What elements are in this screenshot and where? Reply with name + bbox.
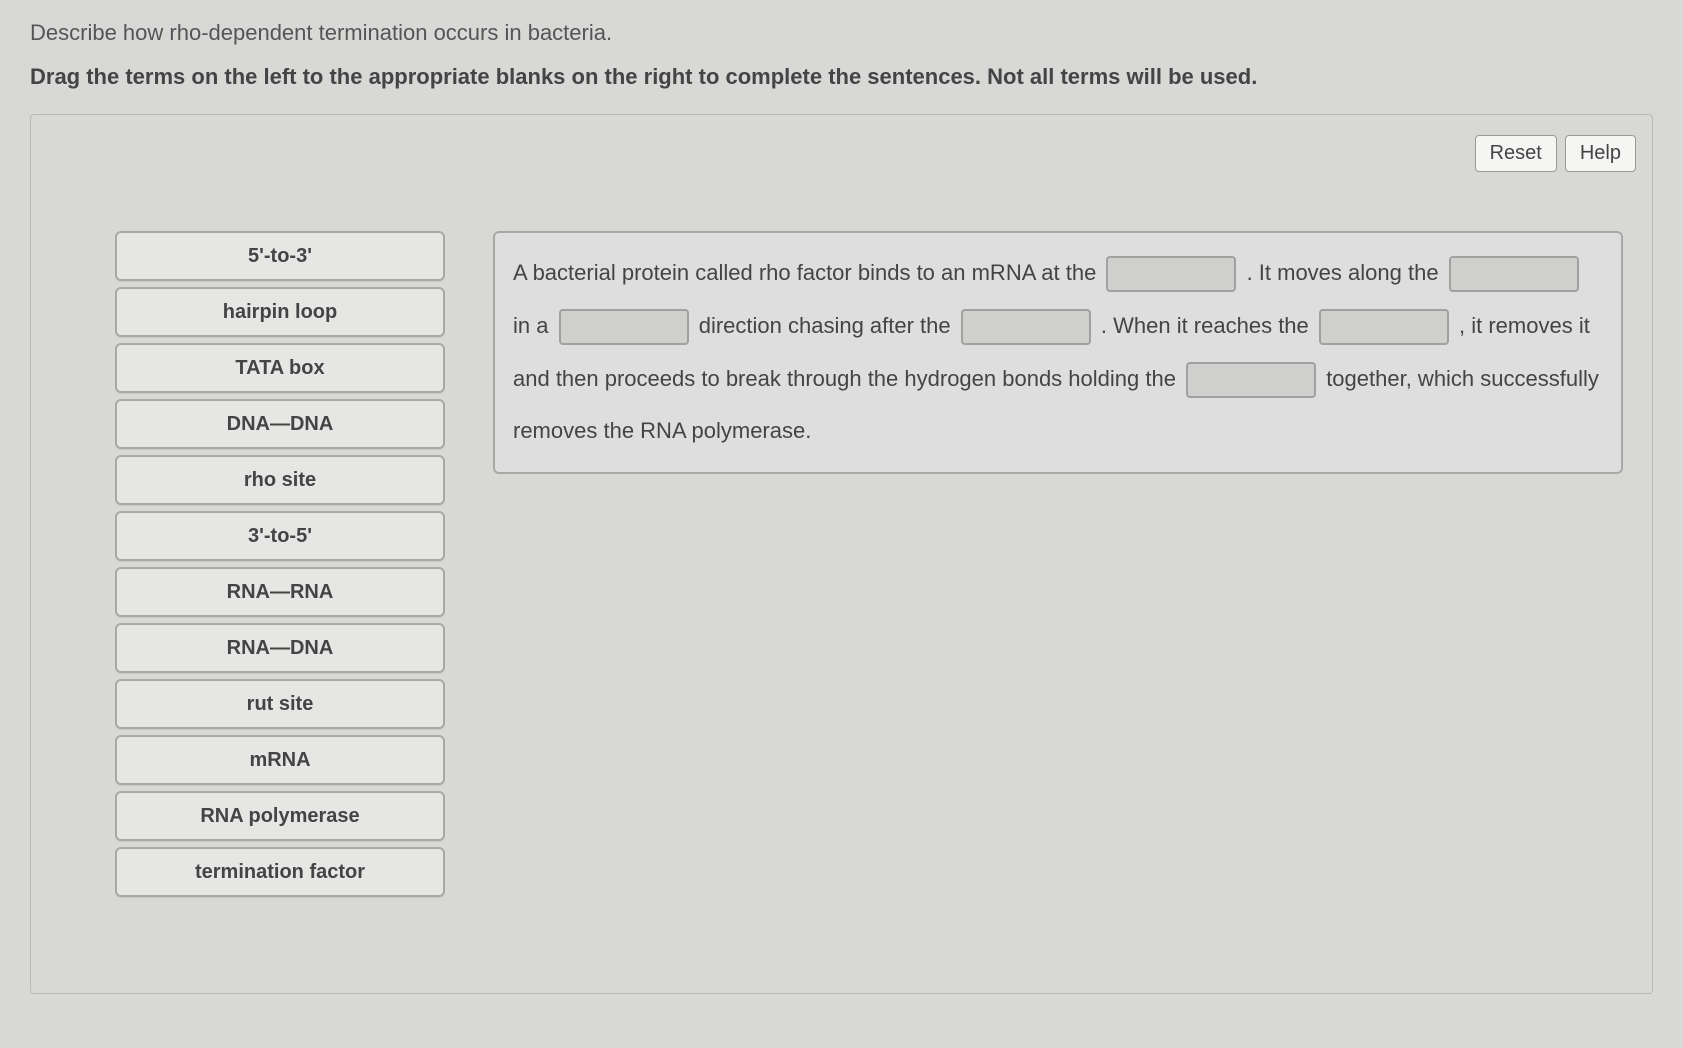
drop-blank-4[interactable]	[961, 309, 1091, 345]
question-text: Describe how rho-dependent termination o…	[30, 20, 1653, 46]
term-item[interactable]: TATA box	[115, 343, 445, 393]
sentence-seg: A bacterial protein called rho factor bi…	[513, 260, 1102, 285]
instruction-text: Drag the terms on the left to the approp…	[30, 64, 1653, 90]
sentence-seg: in a	[513, 313, 555, 338]
drop-blank-3[interactable]	[559, 309, 689, 345]
top-buttons: Reset Help	[1475, 135, 1636, 172]
term-item[interactable]: RNA—RNA	[115, 567, 445, 617]
sentence-box: A bacterial protein called rho factor bi…	[493, 231, 1623, 474]
terms-column: 5'-to-3' hairpin loop TATA box DNA—DNA r…	[115, 231, 445, 897]
term-item[interactable]: RNA—DNA	[115, 623, 445, 673]
activity-frame: Reset Help 5'-to-3' hairpin loop TATA bo…	[30, 114, 1653, 994]
term-item[interactable]: 3'-to-5'	[115, 511, 445, 561]
reset-button[interactable]: Reset	[1475, 135, 1557, 172]
sentence-seg: . It moves along the	[1247, 260, 1445, 285]
term-item[interactable]: rho site	[115, 455, 445, 505]
term-item[interactable]: 5'-to-3'	[115, 231, 445, 281]
drop-blank-6[interactable]	[1186, 362, 1316, 398]
sentence-seg: . When it reaches the	[1101, 313, 1315, 338]
sentence-seg: direction chasing after the	[699, 313, 957, 338]
help-button[interactable]: Help	[1565, 135, 1636, 172]
term-item[interactable]: hairpin loop	[115, 287, 445, 337]
term-item[interactable]: mRNA	[115, 735, 445, 785]
term-item[interactable]: DNA—DNA	[115, 399, 445, 449]
term-item[interactable]: RNA polymerase	[115, 791, 445, 841]
term-item[interactable]: rut site	[115, 679, 445, 729]
drop-blank-1[interactable]	[1106, 256, 1236, 292]
drop-blank-5[interactable]	[1319, 309, 1449, 345]
content-row: 5'-to-3' hairpin loop TATA box DNA—DNA r…	[55, 231, 1628, 897]
drop-blank-2[interactable]	[1449, 256, 1579, 292]
term-item[interactable]: termination factor	[115, 847, 445, 897]
